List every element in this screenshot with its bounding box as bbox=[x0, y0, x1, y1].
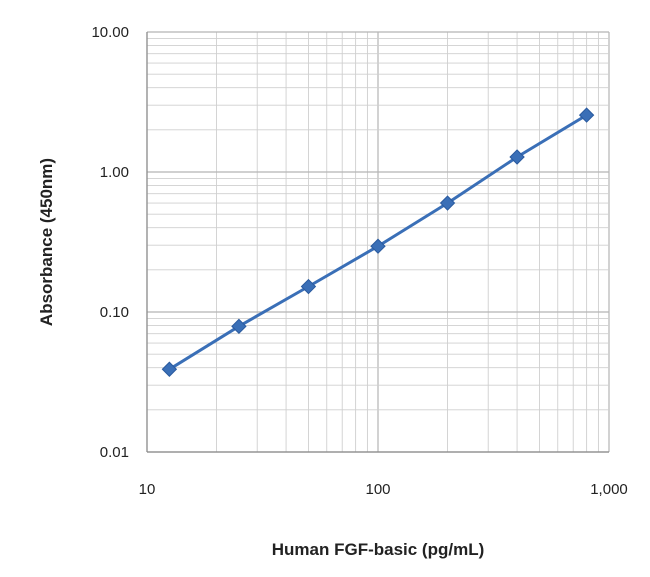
data-point-marker bbox=[509, 149, 525, 165]
data-point-marker bbox=[300, 278, 317, 295]
data-point-marker bbox=[161, 361, 178, 377]
y-tick-label: 0.10 bbox=[100, 304, 129, 321]
data-point-marker bbox=[370, 238, 386, 254]
y-tick-label: 0.01 bbox=[100, 444, 129, 461]
series bbox=[161, 107, 595, 377]
y-axis-title: Absorbance (450nm) bbox=[37, 158, 56, 326]
data-point-marker bbox=[231, 318, 247, 335]
x-tick-label: 10 bbox=[139, 481, 156, 498]
x-tick-label: 100 bbox=[365, 481, 390, 498]
data-point-marker bbox=[439, 195, 456, 211]
y-tick-labels: 0.01 0.10 1.00 10.00 bbox=[91, 24, 129, 461]
x-axis-title: Human FGF-basic (pg/mL) bbox=[272, 540, 485, 559]
data-point-marker bbox=[578, 107, 595, 123]
x-tick-label: 1,000 bbox=[590, 481, 628, 498]
y-tick-label: 10.00 bbox=[91, 24, 129, 41]
x-tick-labels: 10 100 1,000 bbox=[139, 481, 628, 498]
y-tick-label: 1.00 bbox=[100, 164, 129, 181]
